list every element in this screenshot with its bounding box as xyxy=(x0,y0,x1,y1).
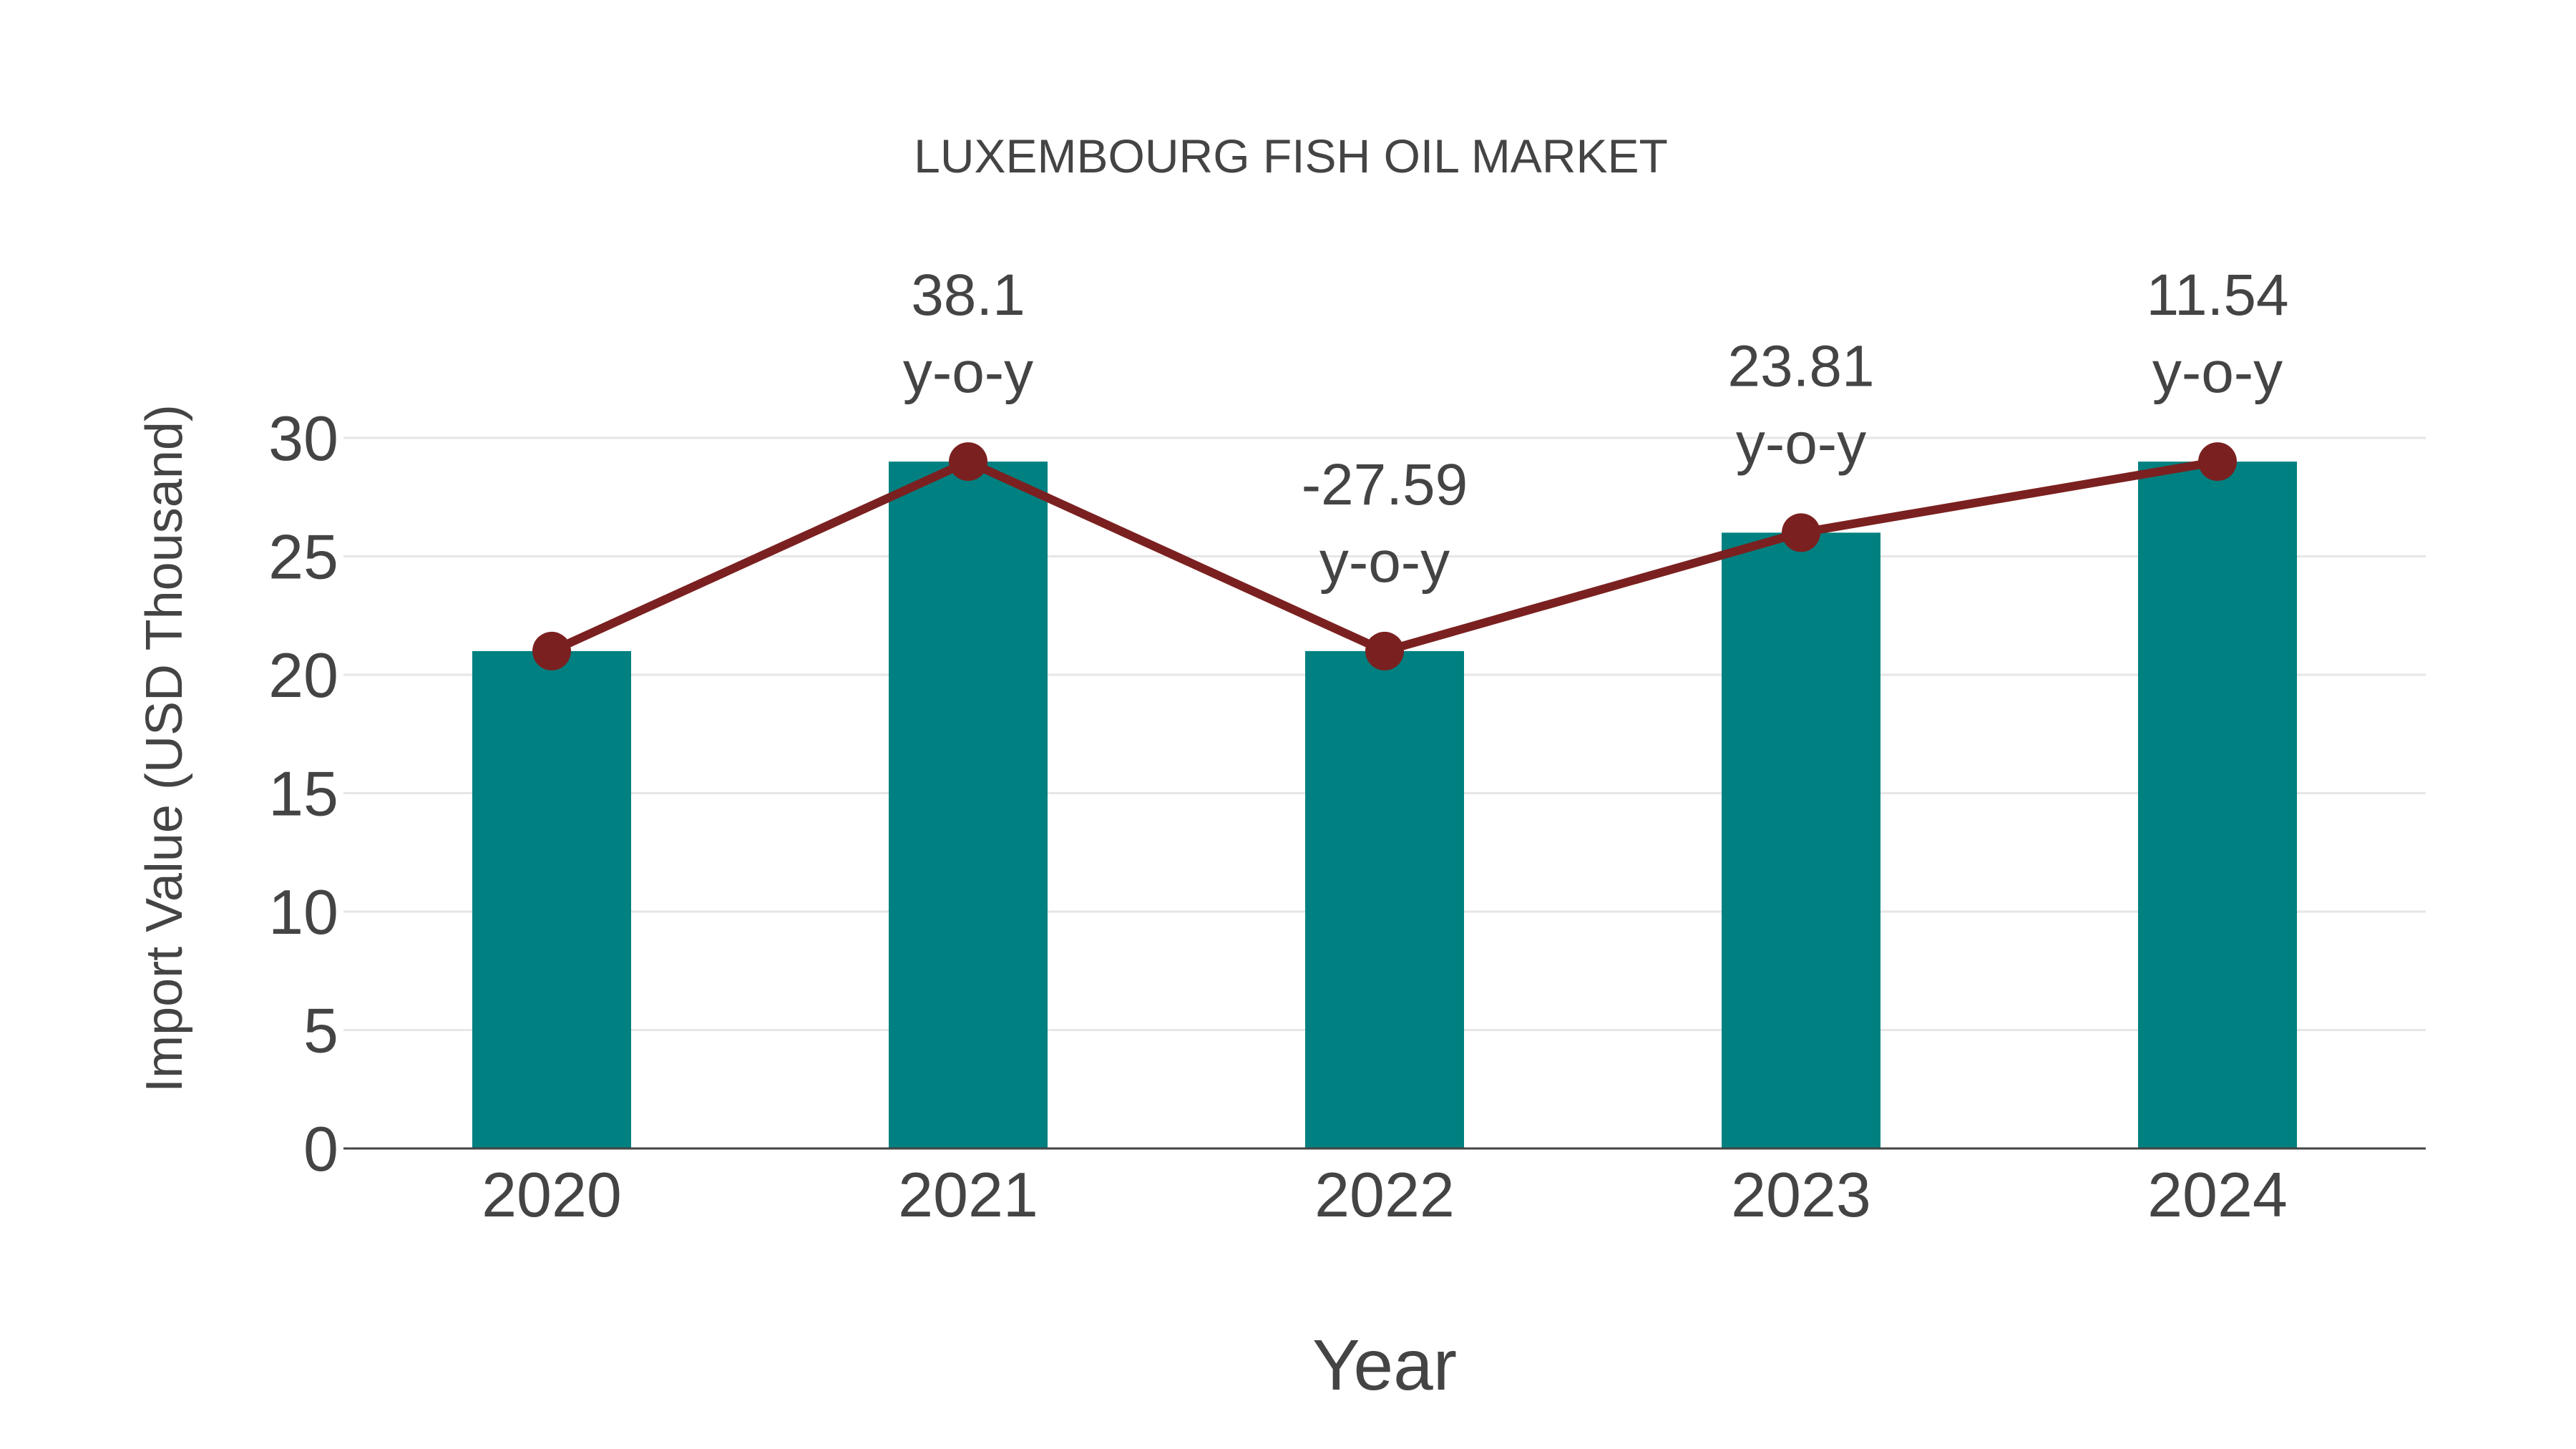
chart-title: LUXEMBOURG FISH OIL MARKET xyxy=(914,130,1668,182)
yoy-annotation-2023: 23.81 y-o-y xyxy=(1727,333,1874,476)
x-tick-label: 2022 xyxy=(1314,1159,1455,1230)
marker-2020[interactable] xyxy=(532,631,571,670)
marker-2021[interactable] xyxy=(949,442,987,482)
bar-2024[interactable] xyxy=(2138,462,2297,1148)
yoy-suffix: y-o-y xyxy=(1736,411,1866,476)
x-axis-title: Year xyxy=(1312,1325,1457,1405)
y-tick-label: 10 xyxy=(268,877,338,947)
yoy-annotations: 38.1 y-o-y -27.59 y-o-y 23.81 y-o-y 11.54 y-o-y xyxy=(903,263,2289,595)
y-tick-label: 20 xyxy=(268,640,338,711)
yoy-annotation-2022: -27.59 y-o-y xyxy=(1302,452,1468,595)
y-axis-ticks: 0 5 10 15 20 25 30 xyxy=(268,403,338,1184)
y-axis-title: Import Value (USD Thousand) xyxy=(136,404,193,1093)
yoy-value: 11.54 xyxy=(2146,263,2288,328)
yoy-annotation-2021: 38.1 y-o-y xyxy=(903,263,1033,405)
x-tick-label: 2021 xyxy=(898,1159,1038,1230)
y-tick-label: 5 xyxy=(303,995,338,1066)
yoy-suffix: y-o-y xyxy=(903,340,1033,405)
bar-2021[interactable] xyxy=(889,462,1048,1148)
line-series xyxy=(532,442,2237,670)
x-axis-ticks: 2020 2021 2022 2023 2024 xyxy=(482,1159,2288,1230)
y-tick-label: 15 xyxy=(268,758,338,829)
x-tick-label: 2024 xyxy=(2147,1159,2288,1230)
x-tick-label: 2020 xyxy=(482,1159,622,1230)
marker-2022[interactable] xyxy=(1365,631,1404,670)
yoy-suffix: y-o-y xyxy=(2152,340,2283,405)
bar-2023[interactable] xyxy=(1722,532,1880,1148)
marker-2023[interactable] xyxy=(1782,513,1820,552)
yoy-value: 23.81 xyxy=(1727,333,1874,399)
yoy-value: -27.59 xyxy=(1302,452,1468,517)
marker-2024[interactable] xyxy=(2198,442,2237,482)
yoy-suffix: y-o-y xyxy=(1319,530,1450,595)
y-tick-label: 30 xyxy=(268,403,338,474)
bar-2020[interactable] xyxy=(472,650,631,1148)
y-tick-label: 25 xyxy=(268,522,338,592)
bar-series xyxy=(472,462,2297,1148)
yoy-annotation-2024: 11.54 y-o-y xyxy=(2146,263,2288,405)
x-tick-label: 2023 xyxy=(1731,1159,1871,1230)
y-tick-label: 0 xyxy=(303,1113,338,1184)
yoy-value: 38.1 xyxy=(911,263,1025,328)
bar-2022[interactable] xyxy=(1305,650,1464,1148)
